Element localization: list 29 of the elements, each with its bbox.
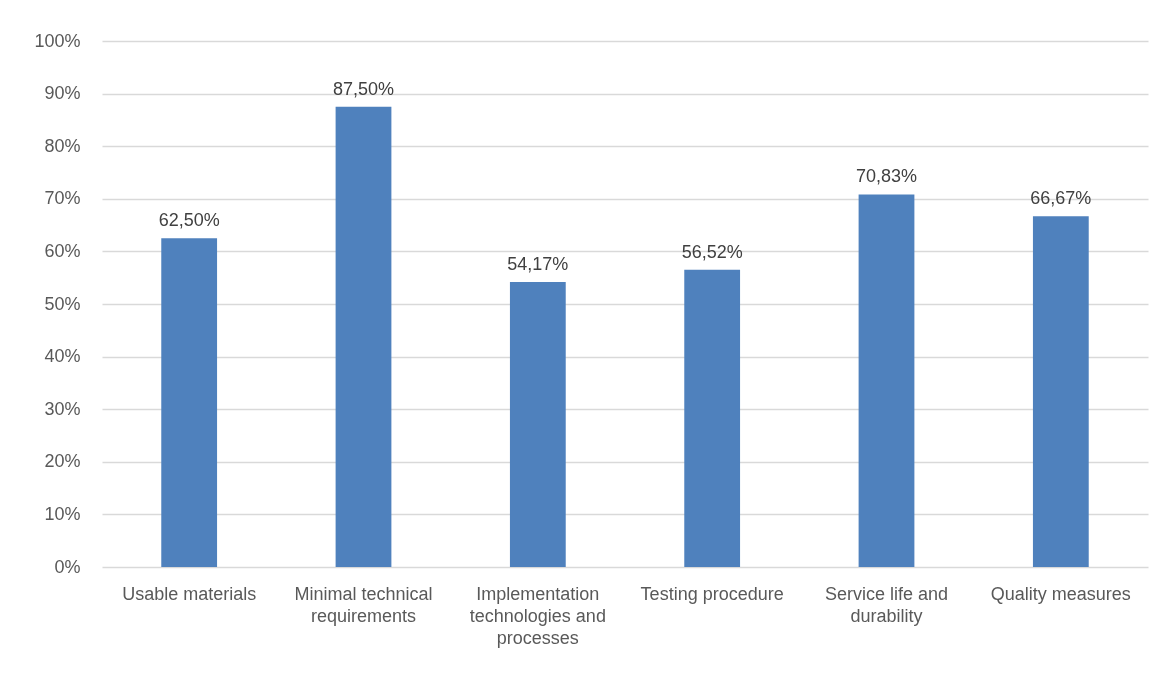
bar xyxy=(335,106,392,567)
y-tick-label: 40% xyxy=(44,346,81,367)
data-label: 87,50% xyxy=(332,78,395,99)
y-tick-label: 50% xyxy=(44,293,81,314)
data-label: 62,50% xyxy=(158,210,220,231)
bar xyxy=(1032,216,1089,567)
x-tick-label: Service life and durability xyxy=(824,583,949,626)
data-label: 70,83% xyxy=(855,166,918,187)
y-tick-label: 10% xyxy=(44,503,81,524)
data-label: 66,67% xyxy=(1030,188,1092,209)
bar xyxy=(161,238,218,567)
bar xyxy=(509,282,566,567)
y-tick-label: 100% xyxy=(34,30,81,51)
y-tick-label: 80% xyxy=(44,135,81,156)
x-tick-label: Testing procedure xyxy=(640,583,784,604)
x-tick-label: Quality measures xyxy=(990,583,1131,604)
bar xyxy=(858,194,915,567)
x-tick-label: Implementation technologies and processes xyxy=(469,583,606,648)
x-tick-label: Minimal technical requirements xyxy=(294,583,433,626)
bar xyxy=(684,269,741,567)
data-label: 54,17% xyxy=(507,254,569,275)
y-tick-label: 20% xyxy=(44,451,81,472)
y-tick-label: 0% xyxy=(54,556,81,577)
x-tick-label: Usable materials xyxy=(122,583,257,604)
y-tick-label: 90% xyxy=(44,83,81,104)
y-tick-label: 60% xyxy=(44,240,81,261)
data-label: 56,52% xyxy=(681,241,743,262)
y-tick-label: 70% xyxy=(44,188,81,209)
y-tick-label: 30% xyxy=(44,398,81,419)
